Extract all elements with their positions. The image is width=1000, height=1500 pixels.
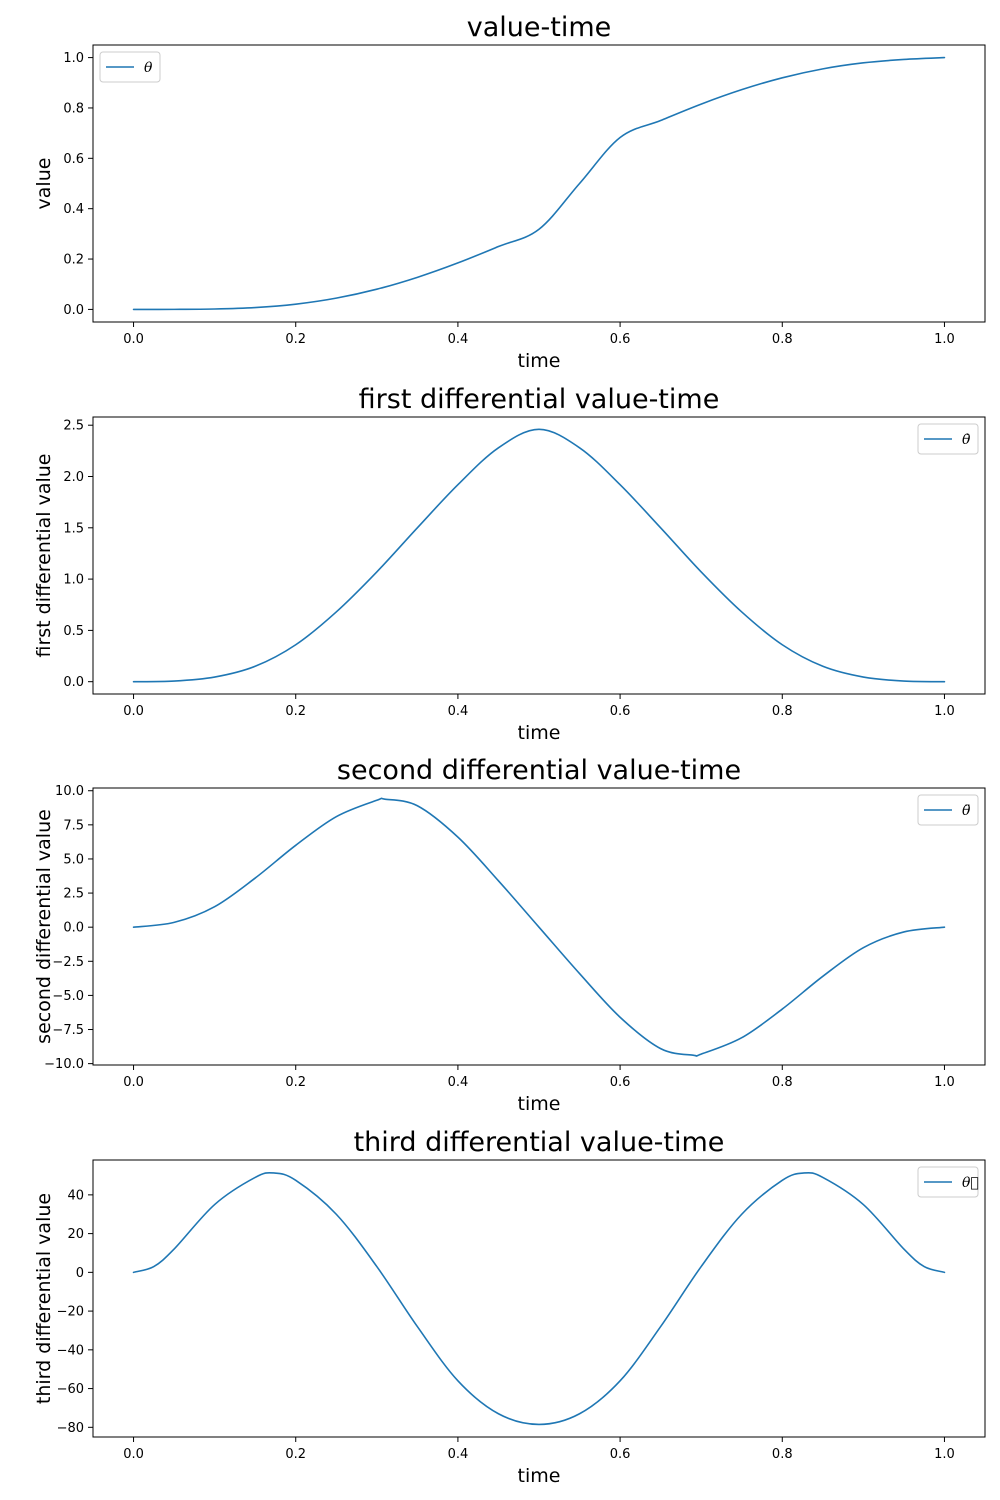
legend-entry: θ̇ [962, 432, 971, 448]
chart-panel-4: third differential value-time 0.0 0.2 0.4 0.… [33, 1127, 986, 1487]
y-tick-label: −20 [57, 1305, 84, 1320]
y-tick-label: 0.2 [63, 253, 84, 268]
y-tick-label: −10.0 [44, 1057, 84, 1072]
y-tick-label: −5.0 [52, 989, 84, 1004]
x-tick-label: 0.0 [123, 1447, 144, 1462]
legend-entry: θ⃛ [962, 1175, 979, 1191]
x-axis-label: time [518, 1093, 561, 1115]
x-tick-label: 0.4 [448, 1447, 469, 1462]
x-tick-label: 0.6 [610, 704, 631, 719]
x-tick-label: 0.2 [285, 332, 306, 347]
y-tick-label: 2.5 [63, 887, 84, 902]
axes-frame [92, 44, 986, 323]
x-tick-label: 0.6 [610, 1447, 631, 1462]
y-tick-label: 0.8 [63, 101, 84, 116]
y-tick-label: 5.0 [63, 852, 84, 867]
x-tick-label: 0.0 [123, 704, 144, 719]
chart-panel-1: value-time 0.0 0.2 0.4 0.6 0.8 1.0 0.0 0.2 0.4 0.6… [33, 12, 986, 372]
y-tick-label: 7.5 [63, 818, 84, 833]
y-tick-label: 40 [67, 1188, 84, 1203]
x-tick-label: 0.8 [772, 332, 793, 347]
x-axis-label: time [518, 1465, 561, 1487]
y-tick-label: −2.5 [52, 955, 84, 970]
x-axis-label: time [518, 722, 561, 744]
series-line [132, 1171, 946, 1426]
y-tick-label: 0.6 [63, 152, 84, 167]
x-tick-label: 0.8 [772, 704, 793, 719]
y-tick-label: 0.0 [63, 675, 84, 690]
series-line [132, 56, 946, 311]
x-axis-label: time [518, 350, 561, 372]
axes-frame [92, 416, 986, 695]
y-axis-label: value [33, 158, 55, 210]
y-tick-label: 0.0 [63, 303, 84, 318]
chart-panel-2: first differential value-time 0.0 0.2 0.4 0.… [33, 384, 986, 744]
x-tick-label: 1.0 [934, 332, 955, 347]
chart-panel-3: second differential value-time 0.0 0.2 0.4 0… [33, 755, 986, 1115]
legend-entry: θ [144, 60, 153, 76]
y-tick-label: −60 [57, 1382, 84, 1397]
y-tick-label: 1.5 [63, 521, 84, 536]
x-tick-label: 0.8 [772, 1447, 793, 1462]
y-tick-label: 0 [76, 1266, 84, 1281]
x-tick-label: 0.2 [285, 1075, 306, 1090]
axes-frame [92, 787, 986, 1066]
chart-title: second differential value-time [337, 755, 741, 786]
x-tick-label: 0.6 [610, 1075, 631, 1090]
legend: θ [99, 51, 161, 83]
y-tick-label: 10.0 [55, 784, 84, 799]
y-tick-label: 2.0 [63, 470, 84, 485]
legend-entry: θ̈ [962, 803, 971, 819]
x-tick-label: 1.0 [934, 1075, 955, 1090]
x-tick-label: 0.8 [772, 1075, 793, 1090]
legend: θ⃛ [917, 1166, 979, 1198]
y-axis-label: second differential value [33, 809, 55, 1044]
y-axis-label: third differential value [33, 1193, 55, 1404]
x-tick-label: 0.4 [448, 704, 469, 719]
chart-title: value-time [467, 12, 612, 43]
y-tick-label: −7.5 [52, 1023, 84, 1038]
series-line [132, 428, 946, 683]
y-tick-label: 20 [67, 1227, 84, 1242]
x-tick-label: 0.6 [610, 332, 631, 347]
y-tick-label: 0.0 [63, 921, 84, 936]
chart-title: third differential value-time [354, 1127, 725, 1158]
y-tick-label: 0.4 [63, 202, 84, 217]
x-tick-label: 1.0 [934, 704, 955, 719]
y-axis-label: first differential value [33, 454, 55, 658]
chart-title: first differential value-time [359, 384, 720, 415]
x-tick-label: 0.4 [448, 332, 469, 347]
x-tick-label: 0.2 [285, 704, 306, 719]
y-tick-label: −80 [57, 1421, 84, 1436]
x-tick-label: 0.0 [123, 1075, 144, 1090]
x-tick-label: 0.2 [285, 1447, 306, 1462]
axes-frame [92, 1159, 986, 1438]
legend: θ̇ [917, 423, 979, 455]
y-tick-label: 0.5 [63, 624, 84, 639]
legend: θ̈ [917, 794, 979, 826]
x-tick-label: 1.0 [934, 1447, 955, 1462]
y-tick-label: −40 [57, 1343, 84, 1358]
y-tick-label: 2.5 [63, 419, 84, 434]
y-tick-label: 1.0 [63, 51, 84, 66]
series-line [132, 797, 946, 1057]
x-tick-label: 0.0 [123, 332, 144, 347]
x-tick-label: 0.4 [448, 1075, 469, 1090]
y-tick-label: 1.0 [63, 573, 84, 588]
